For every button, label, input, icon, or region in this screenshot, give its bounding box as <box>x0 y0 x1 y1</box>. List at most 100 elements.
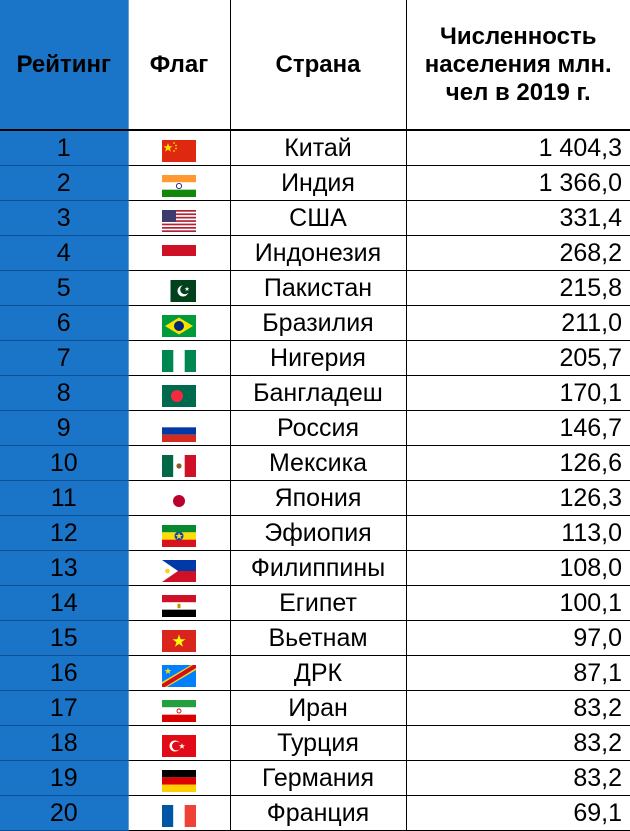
rank-cell: 14 <box>0 585 129 621</box>
table-row: 13 Филиппины 108,0 <box>0 550 630 586</box>
country-cell: Пакистан <box>230 270 407 306</box>
population-cell: 126,3 <box>406 480 630 516</box>
flag-cell <box>128 585 231 621</box>
flag-cell <box>128 305 231 341</box>
country-cell: Бразилия <box>230 305 407 341</box>
country-cell: Индонезия <box>230 235 407 271</box>
egypt-flag-icon <box>162 595 196 618</box>
flag-cell <box>128 760 231 796</box>
rank-cell: 16 <box>0 655 129 691</box>
flag-cell <box>128 200 231 236</box>
table-row: 12 Эфиопия 113,0 <box>0 515 630 551</box>
rank-cell: 3 <box>0 200 129 236</box>
population-cell: 1 366,0 <box>406 165 630 201</box>
flag-cell <box>128 410 231 446</box>
country-cell: Япония <box>230 480 407 516</box>
rank-cell: 2 <box>0 165 129 201</box>
population-cell: 215,8 <box>406 270 630 306</box>
flag-cell <box>128 340 231 376</box>
table-row: 14 Египет 100,1 <box>0 585 630 621</box>
table-row: 6 Бразилия 211,0 <box>0 305 630 341</box>
flag-cell <box>128 130 231 166</box>
flag-cell <box>128 270 231 306</box>
population-cell: 205,7 <box>406 340 630 376</box>
usa-flag-icon <box>162 210 196 233</box>
population-cell: 108,0 <box>406 550 630 586</box>
population-cell: 146,7 <box>406 410 630 446</box>
rank-cell: 1 <box>0 130 129 166</box>
population-cell: 211,0 <box>406 305 630 341</box>
table-row: 18 Турция 83,2 <box>0 725 630 761</box>
flag-cell <box>128 375 231 411</box>
flag-cell <box>128 725 231 761</box>
table-body: 1 Китай 1 404,3 2 Индия 1 366,0 3 США 331,4 4 Индо… <box>0 130 630 831</box>
country-cell: ДРК <box>230 655 407 691</box>
flag-cell <box>128 445 231 481</box>
population-cell: 83,2 <box>406 760 630 796</box>
population-cell: 1 404,3 <box>406 130 630 166</box>
header-flag: Флаг <box>128 0 231 131</box>
table-row: 11 Япония 126,3 <box>0 480 630 516</box>
drc-flag-icon <box>162 665 196 688</box>
population-cell: 83,2 <box>406 690 630 726</box>
rank-cell: 17 <box>0 690 129 726</box>
table-row: 9 Россия 146,7 <box>0 410 630 446</box>
population-cell: 87,1 <box>406 655 630 691</box>
table-row: 2 Индия 1 366,0 <box>0 165 630 201</box>
population-cell: 97,0 <box>406 620 630 656</box>
rank-cell: 5 <box>0 270 129 306</box>
header-population: Численность населения млн. чел в 2019 г. <box>406 0 630 131</box>
ethiopia-flag-icon <box>162 525 196 548</box>
vietnam-flag-icon <box>162 630 196 653</box>
population-cell: 100,1 <box>406 585 630 621</box>
table-row: 20 Франция 69,1 <box>0 795 630 831</box>
population-cell: 331,4 <box>406 200 630 236</box>
table-row: 8 Бангладеш 170,1 <box>0 375 630 411</box>
country-cell: Мексика <box>230 445 407 481</box>
population-cell: 69,1 <box>406 795 630 831</box>
nigeria-flag-icon <box>162 350 196 373</box>
table-row: 19 Германия 83,2 <box>0 760 630 796</box>
iran-flag-icon <box>162 700 196 723</box>
country-cell: Нигерия <box>230 340 407 376</box>
table-row: 5 Пакистан 215,8 <box>0 270 630 306</box>
rank-cell: 15 <box>0 620 129 656</box>
china-flag-icon <box>162 140 196 163</box>
rank-cell: 19 <box>0 760 129 796</box>
philippines-flag-icon <box>162 560 196 583</box>
population-cell: 268,2 <box>406 235 630 271</box>
germany-flag-icon <box>162 770 196 793</box>
country-cell: Германия <box>230 760 407 796</box>
country-cell: Турция <box>230 725 407 761</box>
country-cell: Эфиопия <box>230 515 407 551</box>
rank-cell: 10 <box>0 445 129 481</box>
rank-cell: 12 <box>0 515 129 551</box>
flag-cell <box>128 550 231 586</box>
table-row: 15 Вьетнам 97,0 <box>0 620 630 656</box>
rank-cell: 6 <box>0 305 129 341</box>
rank-cell: 18 <box>0 725 129 761</box>
india-flag-icon <box>162 175 196 198</box>
rank-cell: 8 <box>0 375 129 411</box>
rank-cell: 4 <box>0 235 129 271</box>
rank-cell: 11 <box>0 480 129 516</box>
flag-cell <box>128 515 231 551</box>
mexico-flag-icon <box>162 455 196 478</box>
flag-cell <box>128 235 231 271</box>
table-row: 1 Китай 1 404,3 <box>0 130 630 166</box>
country-cell: Китай <box>230 130 407 166</box>
country-cell: США <box>230 200 407 236</box>
flag-cell <box>128 480 231 516</box>
flag-cell <box>128 165 231 201</box>
country-cell: Россия <box>230 410 407 446</box>
rank-cell: 9 <box>0 410 129 446</box>
russia-flag-icon <box>162 420 196 443</box>
table-row: 10 Мексика 126,6 <box>0 445 630 481</box>
flag-cell <box>128 620 231 656</box>
country-cell: Франция <box>230 795 407 831</box>
table-row: 16 ДРК 87,1 <box>0 655 630 691</box>
france-flag-icon <box>162 805 196 828</box>
turkey-flag-icon <box>162 735 196 758</box>
table-row: 17 Иран 83,2 <box>0 690 630 726</box>
